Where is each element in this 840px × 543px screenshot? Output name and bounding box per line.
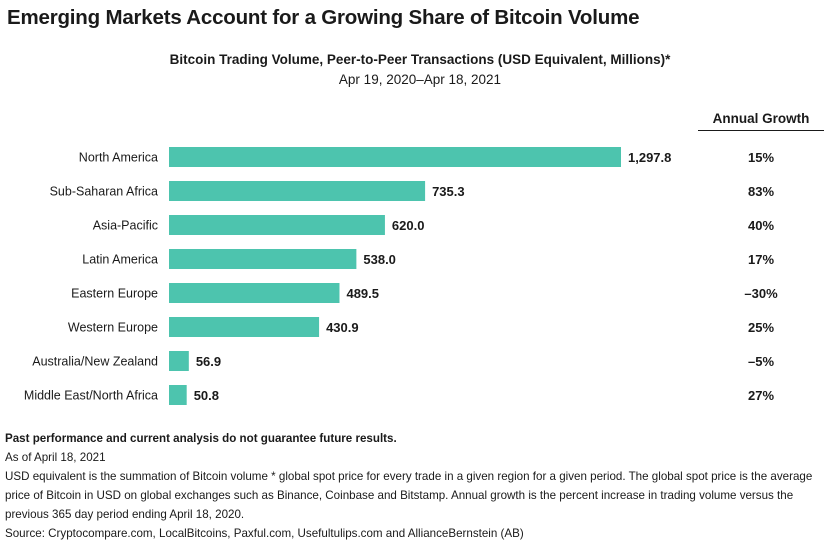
value-label-asia-pacific: 620.0 [392,218,425,233]
bar-western-europe [169,317,320,337]
value-label-western-europe: 430.9 [326,320,359,335]
value-label-sub-saharan-africa: 735.3 [432,184,465,199]
category-label-asia-pacific: Asia-Pacific [93,219,158,233]
growth-value-north-america: 15% [748,150,774,165]
category-label-sub-saharan-africa: Sub-Saharan Africa [50,185,158,199]
chart-title: Bitcoin Trading Volume, Peer-to-Peer Tra… [169,52,671,67]
growth-value-australia-new-zealand: –5% [748,354,774,369]
bar-latin-america [169,249,357,269]
bar-chart: North America 1,297.8 15% Sub-Saharan Afric… [24,147,778,405]
value-label-australia-new-zealand: 56.9 [196,354,221,369]
value-label-eastern-europe: 489.5 [346,286,379,301]
source-note: Source: Cryptocompare.com, LocalBitcoins… [5,527,524,540]
annual-growth-header: Annual Growth [698,111,824,131]
page-title: Emerging Markets Account for a Growing S… [7,6,640,29]
definition-note: USD equivalent is the summation of Bitco… [5,470,813,521]
value-label-north-america: 1,297.8 [628,150,671,165]
growth-value-asia-pacific: 40% [748,218,774,233]
value-label-middle-east-north-africa: 50.8 [194,388,219,403]
bar-middle-east-north-africa [169,385,187,405]
disclaimer-text: Past performance and current analysis do… [5,432,397,445]
bar-sub-saharan-africa [169,181,426,201]
category-label-middle-east-north-africa: Middle East/North Africa [24,389,158,403]
category-label-latin-america: Latin America [82,253,158,267]
value-label-latin-america: 538.0 [363,252,396,267]
chart-subtitle: Apr 19, 2020–Apr 18, 2021 [338,72,502,87]
bar-north-america [169,147,621,167]
category-label-australia-new-zealand: Australia/New Zealand [32,355,158,369]
growth-value-eastern-europe: –30% [744,286,778,301]
growth-value-middle-east-north-africa: 27% [748,388,774,403]
bar-eastern-europe [169,283,340,303]
category-label-western-europe: Western Europe [68,321,158,335]
bar-australia-new-zealand [169,351,189,371]
growth-value-sub-saharan-africa: 83% [748,184,774,199]
growth-value-latin-america: 17% [748,252,774,267]
as-of-date: As of April 18, 2021 [5,451,106,464]
category-label-eastern-europe: Eastern Europe [71,287,158,301]
footnotes: Past performance and current analysis do… [5,429,835,543]
bar-asia-pacific [169,215,385,235]
category-label-north-america: North America [79,151,158,165]
growth-value-western-europe: 25% [748,320,774,335]
